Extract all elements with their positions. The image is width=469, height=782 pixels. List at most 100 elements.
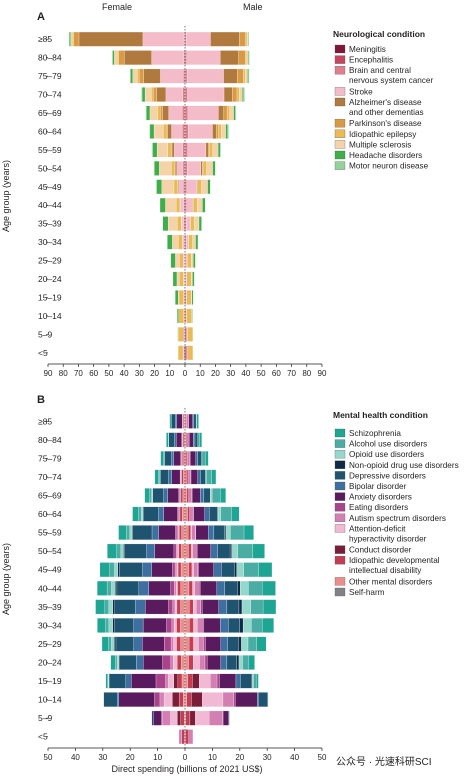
panel-a-x-tick-label: 20 <box>150 369 159 378</box>
panel-b-bar-male-other-mental-disorders <box>185 655 189 670</box>
panel-a-bar-female-parkinson-s-disease <box>118 50 125 65</box>
panel-b-bar-female-schizophrenia <box>166 432 169 448</box>
panel-b-bar-female-depressive-disorders <box>124 543 147 559</box>
panel-a-bar-female-brain-and-central-nervous-system-cancer <box>182 142 185 158</box>
panel-b-bar-male-autism-spectrum-disorders <box>193 562 198 578</box>
panel-a-bar-female-idiopathic-epilepsy <box>163 124 167 139</box>
panel-a-bar-male-headache-disorders <box>217 142 221 158</box>
panel-b-bar-male-attention-deficit-hyperactivity-disorder <box>191 543 193 559</box>
panel-a-x-tick-label: 70 <box>74 369 83 378</box>
panel-a-bar-male-multiple-sclerosis <box>239 87 243 102</box>
panel-b-bar-male-idiopathic-developmental-intellectual-disability <box>188 562 193 578</box>
panel-a-bar-male-brain-and-central-nervous-system-cancer <box>186 327 188 342</box>
panel-b-bar-male-idiopathic-developmental-intellectual-disability <box>186 692 192 707</box>
panel-b-bar-female-anxiety-disorders <box>176 432 182 448</box>
panel-b-bar-male-depressive-disorders <box>227 636 239 652</box>
panel-b-bar-female-schizophrenia <box>101 636 109 652</box>
panel-b-bar-female-autism-spectrum-disorders <box>159 692 165 707</box>
panel-b-bar-female-bipolar-disorder <box>146 543 155 559</box>
panel-b-bar-female-idiopathic-developmental-intellectual-disability <box>180 488 183 503</box>
panel-b-bar-male-schizophrenia <box>262 618 274 633</box>
panel-b-bar-male-depressive-disorders <box>194 432 198 448</box>
panel-b-bar-male-depressive-disorders <box>226 599 240 615</box>
panel-b-bar-male-schizophrenia <box>243 525 254 540</box>
panel-b-bar-female-idiopathic-developmental-intellectual-disability <box>176 636 181 652</box>
panel-b-bar-female-bipolar-disorder <box>138 580 149 596</box>
panel-b-bar-male-attention-deficit-hyperactivity-disorder <box>193 655 200 670</box>
panel-a-bar-male-stroke <box>187 161 202 176</box>
panel-a-bar-male-headache-disorders <box>191 290 194 305</box>
panel-b-legend-label-self-harm: Self-harm <box>349 588 385 597</box>
panel-a-bar-male-idiopathic-epilepsy <box>187 327 193 342</box>
panel-b-bar-female-attention-deficit-hyperactivity-disorder <box>173 618 177 633</box>
panel-a-bar-female-headache-disorders <box>141 87 146 102</box>
panel-b-bar-female-alcohol-use-disorders <box>149 488 152 503</box>
panel-b-bar-female-depressive-disorders <box>168 432 175 448</box>
panel-b-bar-male-other-mental-disorders <box>185 543 189 559</box>
panel-b-x-tick-label: 20 <box>235 753 244 762</box>
panel-b-bar-female-bipolar-disorder <box>133 636 143 652</box>
panel-b-bar-male-anxiety-disorders <box>207 655 222 670</box>
panel-b-bar-male-depressive-disorders <box>209 506 218 522</box>
panel-a-bar-female-headache-disorders <box>146 105 151 121</box>
panel-b-bar-female-idiopathic-developmental-intellectual-disability <box>180 710 185 726</box>
panel-b-legend-swatch-attention-deficit-hyperactivity-disorder <box>334 524 346 533</box>
panel-b-bar-female-schizophrenia <box>97 618 106 633</box>
panel-b-legend-swatch-opioid-use-disorders <box>334 450 346 459</box>
panel-a-bar-female-idiopathic-epilepsy <box>178 327 184 342</box>
panel-a-bar-female-alzheimer-s-disease-and-other-dementias <box>175 161 177 176</box>
panel-a-bar-male-motor-neuron-disease <box>243 87 245 102</box>
panel-b-bar-male-idiopathic-developmental-intellectual-disability <box>186 488 189 503</box>
panel-b-bar-female-autism-spectrum-disorders <box>175 543 178 559</box>
panel-b-bar-male-eating-disorders <box>198 580 201 596</box>
panel-a-bar-male-stroke <box>185 253 188 268</box>
panel-b-bar-male-bipolar-disorder <box>208 525 215 540</box>
panel-a-bar-female-stroke <box>183 253 185 268</box>
panel-b-bar-female-autism-spectrum-disorders <box>174 580 177 596</box>
panel-b-bar-male-bipolar-disorder <box>220 618 229 633</box>
panel-a-bar-female-multiple-sclerosis <box>149 105 158 121</box>
panel-a-bar-female-motor-neuron-disease <box>145 105 147 121</box>
panel-a-bar-female-idiopathic-epilepsy <box>117 50 119 65</box>
panel-b-bar-male-anxiety-disorders <box>195 525 209 540</box>
panel-b-bar-male-attention-deficit-hyperactivity-disorder <box>193 636 199 652</box>
panel-a-bar-male-stroke <box>186 31 211 47</box>
panel-b-bar-male-idiopathic-developmental-intellectual-disability <box>187 673 193 689</box>
panel-a-bar-female-headache-disorders <box>154 161 160 176</box>
panel-a-bar-female-brain-and-central-nervous-system-cancer <box>182 105 185 121</box>
panel-b-legend-swatch-alcohol-use-disorders <box>334 439 346 448</box>
panel-a-x-tick-label: 50 <box>257 369 266 378</box>
panel-b-bar-male-opioid-use-disorders <box>217 506 221 522</box>
panel-b-bar-male-attention-deficit-hyperactivity-disorder <box>202 692 224 707</box>
panel-a-bar-male-idiopathic-epilepsy <box>245 31 248 47</box>
panel-b-bar-female-schizophrenia <box>105 673 108 689</box>
panel-a-bar-male-brain-and-central-nervous-system-cancer <box>185 50 187 65</box>
panel-b-bar-male-schizophrenia <box>220 488 226 503</box>
panel-a-bar-male-alzheimer-s-disease-and-other-dementias <box>218 105 224 121</box>
panel-a-bar-female-parkinson-s-disease <box>160 105 163 121</box>
panel-a-x-tick-label: 70 <box>287 369 296 378</box>
panel-a-bar-male-headache-disorders <box>225 124 228 139</box>
panel-b-bar-female-anxiety-disorders <box>148 580 171 596</box>
panel-a-age-label: 80–84 <box>38 53 62 63</box>
panel-b-bar-female-eating-disorders <box>166 618 172 633</box>
panel-b-bar-male-alcohol-use-disorders <box>230 525 245 540</box>
panel-b-bar-female-schizophrenia <box>95 599 105 615</box>
panel-b-bar-female-idiopathic-developmental-intellectual-disability <box>182 451 184 466</box>
panel-a-bar-male-brain-and-central-nervous-system-cancer <box>186 345 188 361</box>
panel-b-legend-label-bipolar-disorder: Bipolar disorder <box>349 482 407 491</box>
panel-b-bar-female-opioid-use-disorders <box>141 506 143 522</box>
panel-a-legend-swatch-motor-neuron-disease <box>334 161 346 170</box>
panel-b-bar-male-bipolar-disorder <box>213 562 222 578</box>
panel-b-bar-male-non-opioid-drug-use-disorders <box>229 543 232 559</box>
panel-b-bar-male-other-mental-disorders <box>185 673 188 689</box>
panel-b-bar-male-eating-disorders <box>216 673 220 689</box>
panel-a-bar-male-headache-disorders <box>192 271 195 287</box>
panel-b-bar-female-depressive-disorders <box>160 469 169 485</box>
panel-a-bar-male-idiopathic-epilepsy <box>188 234 193 250</box>
panel-a-x-tick-label: 60 <box>272 369 281 378</box>
panel-b-bar-female-attention-deficit-hyperactivity-disorder <box>176 562 179 578</box>
panel-b-bar-male-non-opioid-drug-use-disorders <box>237 580 241 596</box>
panel-a-bar-female-parkinson-s-disease <box>166 124 168 139</box>
panel-b-bar-male-other-mental-disorders <box>185 636 190 652</box>
